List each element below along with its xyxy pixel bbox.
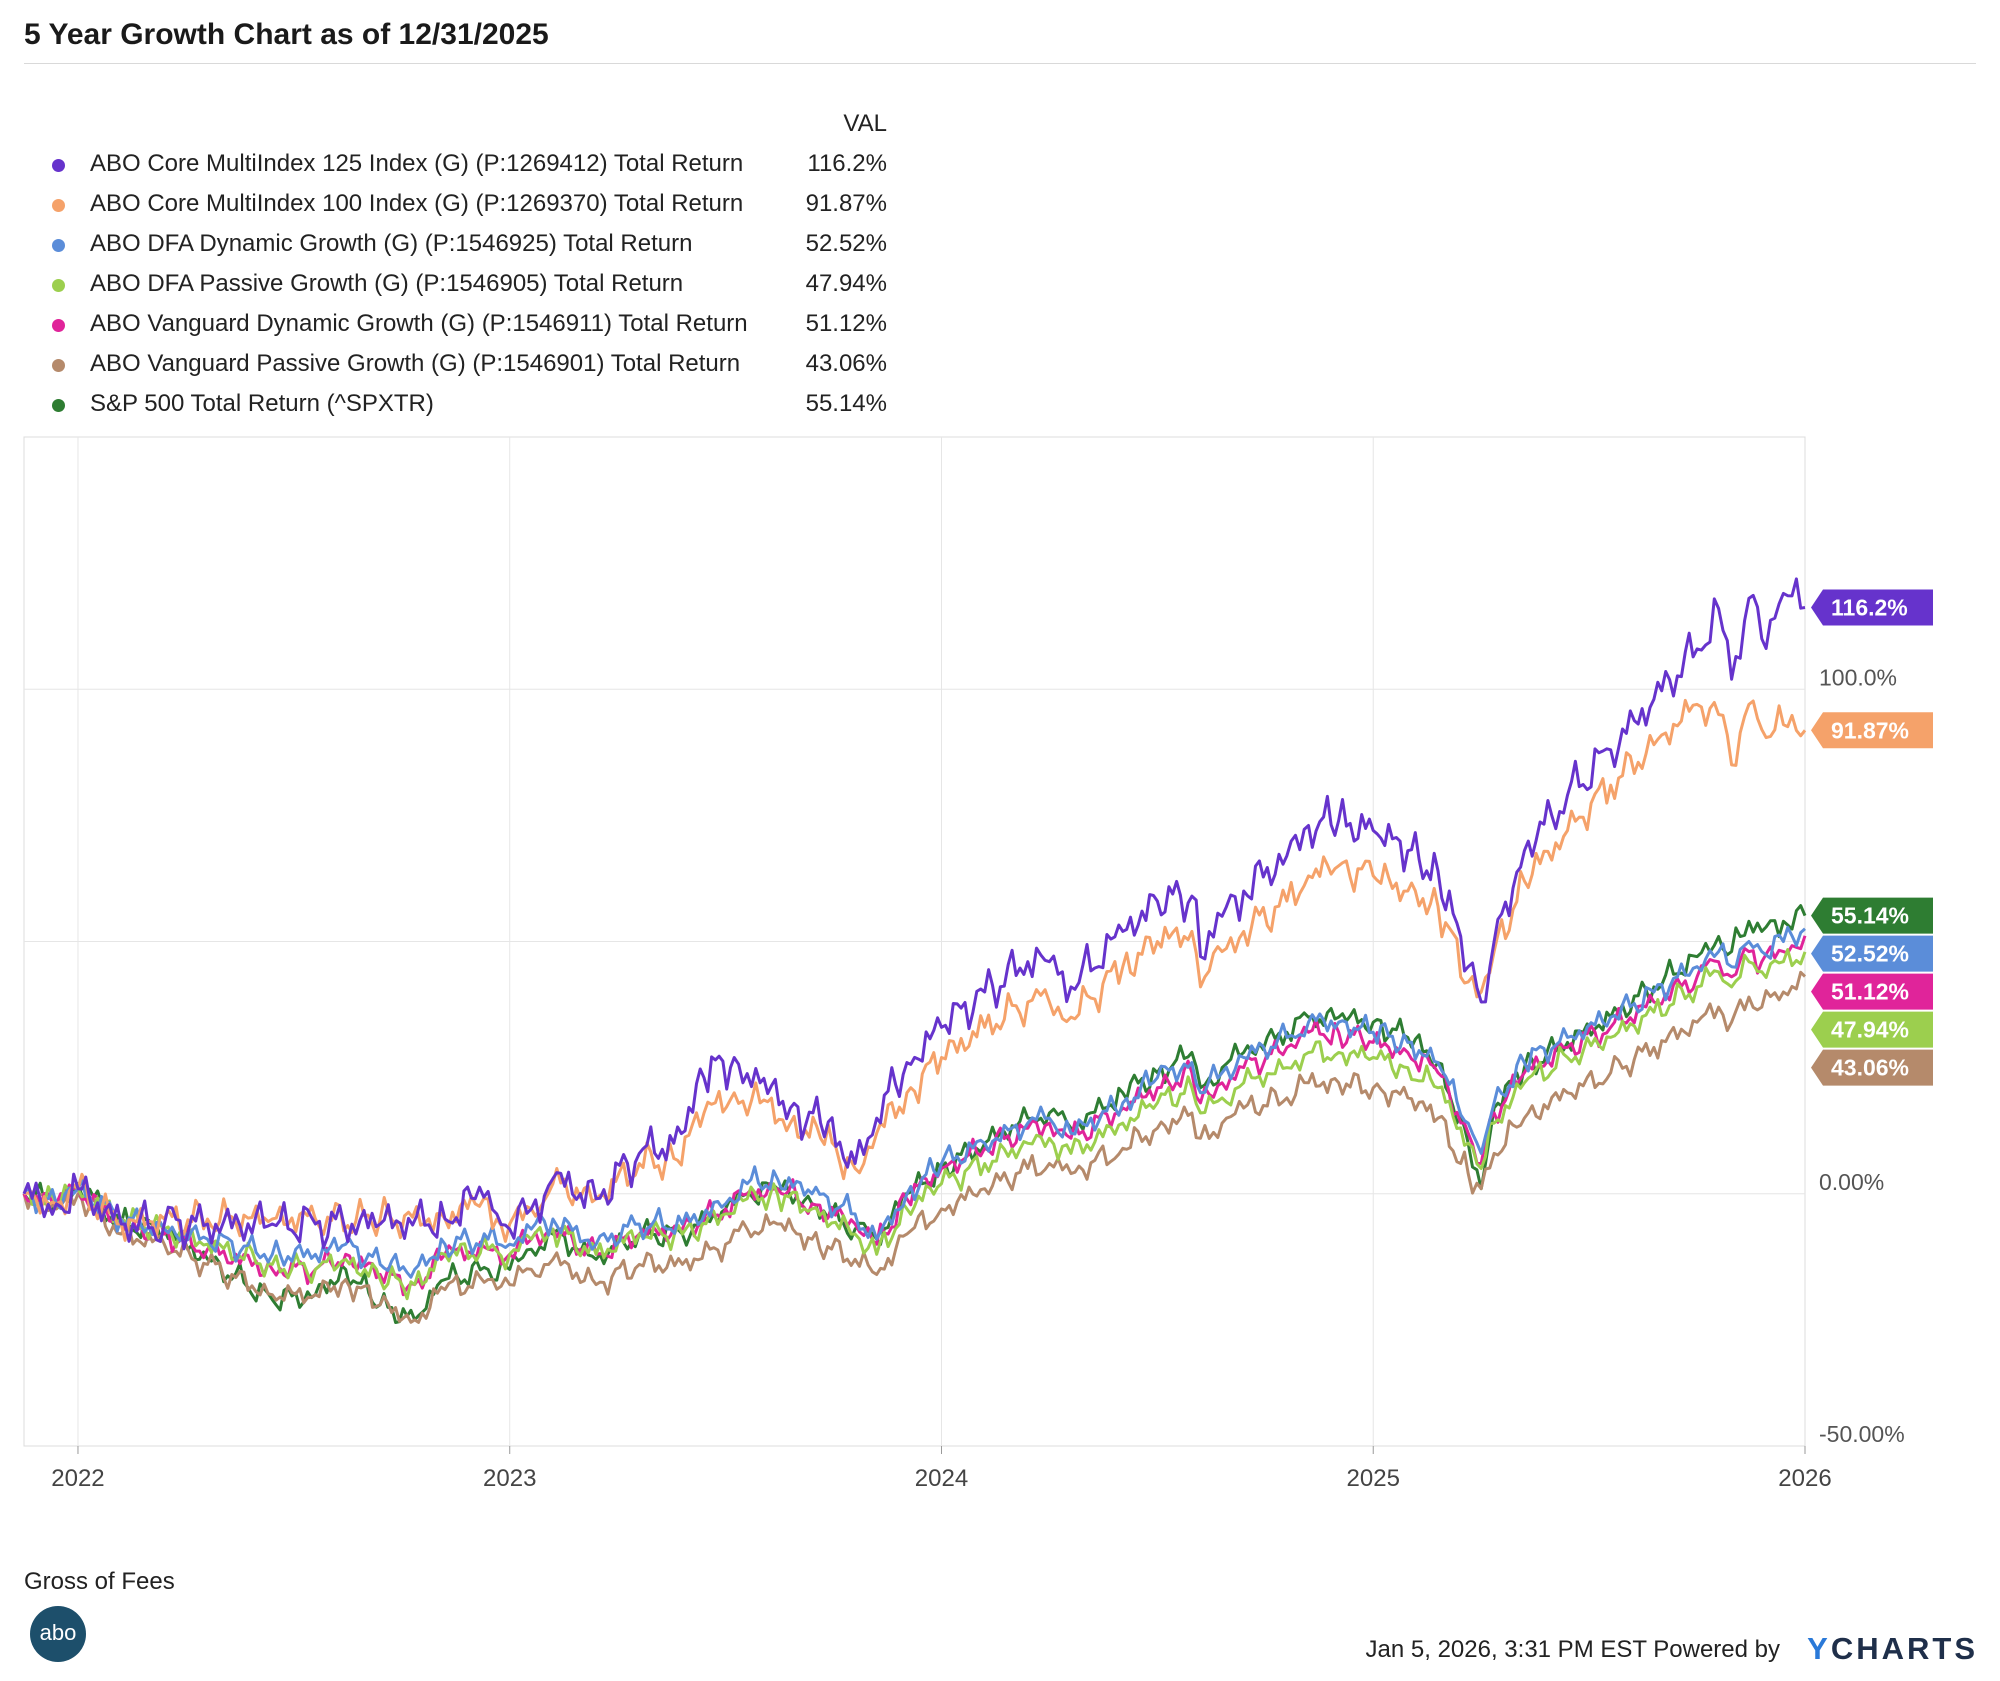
legend-series-value: 47.94% — [805, 270, 887, 297]
legend-series-name: ABO Core MultiIndex 125 Index (G) (P:126… — [90, 150, 744, 177]
legend-item[interactable]: ABO Core MultiIndex 100 Index (G) (P:126… — [52, 190, 902, 226]
series-line — [22, 970, 1807, 1324]
y-tick-label: 100.0% — [1819, 664, 1897, 690]
legend-series-value: 55.14% — [805, 390, 887, 417]
abo-logo: abo — [30, 1606, 86, 1662]
ycharts-logo-y: Y — [1807, 1631, 1831, 1666]
end-value-tag — [1811, 973, 1933, 1010]
legend-item[interactable]: ABO DFA Dynamic Growth (G) (P:1546925) T… — [52, 230, 902, 266]
x-tick-label: 2026 — [1778, 1465, 1831, 1492]
x-tick-label: 2023 — [483, 1465, 536, 1492]
legend-value-header: VAL — [843, 110, 887, 137]
series-dot-icon — [52, 199, 65, 212]
series-line — [22, 925, 1806, 1279]
legend-series-value: 116.2% — [807, 150, 887, 177]
series-dot-icon — [52, 399, 65, 412]
series-dot-icon — [52, 359, 65, 372]
series-dot-icon — [52, 239, 65, 252]
end-value-label: 91.87% — [1831, 717, 1909, 743]
legend-item[interactable]: S&P 500 Total Return (^SPXTR) 55.14% — [52, 390, 902, 426]
series-dot-icon — [52, 159, 65, 172]
end-value-label: 51.12% — [1831, 979, 1909, 1005]
legend-series-name: ABO Vanguard Dynamic Growth (G) (P:15469… — [90, 310, 748, 337]
legend-series-value: 52.52% — [805, 230, 887, 257]
end-value-tag — [1811, 1011, 1933, 1048]
legend-item[interactable]: ABO Vanguard Passive Growth (G) (P:15469… — [52, 350, 902, 386]
end-value-tag — [1811, 712, 1933, 749]
series-line — [22, 948, 1807, 1301]
y-tick-label: -50.00% — [1819, 1421, 1905, 1447]
end-value-tag — [1811, 897, 1933, 934]
legend-item[interactable]: ABO Vanguard Dynamic Growth (G) (P:15469… — [52, 310, 902, 346]
chart-title: 5 Year Growth Chart as of 12/31/2025 — [24, 18, 549, 51]
end-value-label: 55.14% — [1831, 903, 1909, 929]
timestamp: Jan 5, 2026, 3:31 PM EST Powered by — [1365, 1636, 1780, 1663]
series-line — [22, 577, 1806, 1251]
legend-series-value: 43.06% — [805, 350, 887, 377]
series-line — [23, 698, 1807, 1243]
ycharts-logo-text: CHARTS — [1830, 1631, 1978, 1666]
title-divider — [24, 63, 1976, 64]
x-tick-label: 2025 — [1347, 1465, 1400, 1492]
legend-series-name: ABO DFA Passive Growth (G) (P:1546905) T… — [90, 270, 684, 297]
series-line — [22, 935, 1807, 1297]
end-value-label: 47.94% — [1831, 1017, 1909, 1043]
fee-note: Gross of Fees — [24, 1568, 175, 1595]
series-dot-icon — [52, 279, 65, 292]
legend-series-value: 91.87% — [805, 190, 887, 217]
legend-series-name: ABO Core MultiIndex 100 Index (G) (P:126… — [90, 190, 744, 217]
end-value-tag — [1811, 935, 1933, 972]
x-tick-label: 2022 — [51, 1465, 104, 1492]
end-value-label: 116.2% — [1831, 595, 1908, 621]
x-tick-label: 2024 — [915, 1465, 968, 1492]
end-value-label: 52.52% — [1831, 941, 1909, 967]
legend-item[interactable]: ABO DFA Passive Growth (G) (P:1546905) T… — [52, 270, 902, 306]
end-value-label: 43.06% — [1831, 1055, 1909, 1081]
y-tick-label: 0.00% — [1819, 1169, 1884, 1195]
end-value-tag — [1811, 589, 1933, 626]
legend-series-value: 51.12% — [805, 310, 887, 337]
legend-series-name: S&P 500 Total Return (^SPXTR) — [90, 390, 434, 417]
legend-series-name: ABO Vanguard Passive Growth (G) (P:15469… — [90, 350, 741, 377]
legend-series-name: ABO DFA Dynamic Growth (G) (P:1546925) T… — [90, 230, 693, 257]
end-value-tag — [1811, 1049, 1933, 1086]
legend-item[interactable]: ABO Core MultiIndex 125 Index (G) (P:126… — [52, 150, 902, 186]
series-dot-icon — [52, 319, 65, 332]
ycharts-logo[interactable]: YCHARTS — [1807, 1631, 1978, 1667]
